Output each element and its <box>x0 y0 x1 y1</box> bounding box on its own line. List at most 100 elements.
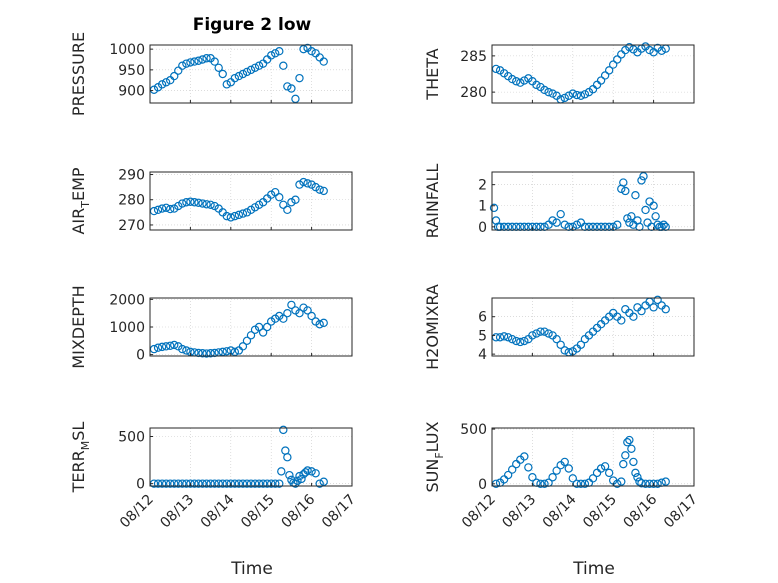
data-point <box>540 327 549 336</box>
data-point <box>230 347 240 357</box>
data-point <box>153 343 163 352</box>
data-point <box>307 311 316 321</box>
y-axis-label: SUNFLUX <box>423 421 446 492</box>
data-point <box>279 61 288 70</box>
data-point <box>222 211 231 221</box>
y-axis-label: H2OMIXRA <box>423 284 442 370</box>
data-point <box>234 479 244 488</box>
data-point <box>512 459 521 469</box>
data-point <box>520 336 529 346</box>
data-point <box>556 340 565 349</box>
data-point <box>619 459 628 469</box>
data-point <box>295 308 304 318</box>
data-point <box>528 331 537 340</box>
data-point <box>170 71 179 81</box>
data-point <box>576 479 586 489</box>
x-tick-label: 08/12 <box>459 492 499 532</box>
y-axis-label-main: THETA <box>423 48 442 100</box>
data-point <box>230 211 240 221</box>
y-tick-label: 500 <box>460 422 487 438</box>
data-point <box>637 306 646 316</box>
data-point <box>303 179 312 188</box>
data-point <box>170 479 179 488</box>
y-axis-label-subscript: F <box>433 452 446 458</box>
data-point <box>153 205 163 215</box>
data-point <box>657 46 666 56</box>
y-tick-label: 285 <box>460 49 487 65</box>
x-tick-label: 08/13 <box>157 492 197 532</box>
data-point <box>661 305 670 314</box>
data-point <box>279 314 288 323</box>
data-point <box>157 80 167 89</box>
y-axis-label: MIXDEPTH <box>69 285 88 368</box>
y-tick-label: 280 <box>118 193 145 209</box>
data-point <box>202 479 211 488</box>
data-point <box>629 312 638 321</box>
data-point <box>613 55 622 64</box>
data-point <box>548 89 557 98</box>
data-point <box>194 479 203 488</box>
data-point <box>536 479 545 489</box>
data-point <box>277 467 286 476</box>
x-tick-label: 08/13 <box>499 492 539 532</box>
y-tick-label: 950 <box>118 63 145 79</box>
y-axis-label-main: H2OMIXRA <box>423 284 442 370</box>
y-tick-label: 4 <box>478 347 487 363</box>
data-point <box>548 216 557 225</box>
data-point <box>564 91 573 100</box>
data-point <box>178 479 187 488</box>
y-axis-label-main: TERR <box>69 450 88 493</box>
y-tick-label: 280 <box>460 85 487 101</box>
data-point <box>198 55 207 64</box>
data-point <box>641 205 650 215</box>
data-point <box>242 336 252 346</box>
data-point <box>157 342 167 352</box>
data-point <box>161 479 171 488</box>
data-point <box>637 176 646 185</box>
data-point <box>659 220 668 229</box>
data-point <box>206 479 215 488</box>
data-point <box>508 465 517 474</box>
data-point <box>319 57 328 66</box>
data-point <box>271 49 280 58</box>
data-point <box>552 466 561 475</box>
data-point <box>503 333 513 342</box>
data-point <box>592 468 602 478</box>
data-point <box>580 479 590 489</box>
data-point <box>315 185 324 194</box>
y-axis-label-main: RAINFALL <box>423 164 442 239</box>
data-point <box>182 59 191 68</box>
y-tick-label: 0 <box>136 348 145 364</box>
data-point <box>311 469 320 478</box>
y-axis-label-subscript: M <box>79 441 92 451</box>
data-point <box>218 347 227 357</box>
data-point <box>576 91 586 100</box>
subplot-1: 900 950 1000 PRESSURE <box>69 32 353 116</box>
data-point <box>285 470 294 480</box>
data-point <box>295 73 304 83</box>
data-point <box>161 342 171 351</box>
data-point <box>508 334 517 344</box>
data-point <box>218 69 227 79</box>
data-point <box>198 199 207 208</box>
y-tick-label: 290 <box>118 168 145 184</box>
data-point <box>178 344 187 354</box>
y-tick-label: 1000 <box>109 320 145 336</box>
y-axis-label: TERRMSL <box>69 422 92 494</box>
y-axis-label: THETA <box>423 48 442 100</box>
data-point <box>627 212 636 221</box>
data-point <box>238 342 248 351</box>
data-point <box>246 479 256 488</box>
data-point <box>194 198 203 207</box>
data-point <box>617 316 626 325</box>
data-point <box>609 60 618 69</box>
data-point <box>532 329 541 338</box>
data-point <box>503 470 513 480</box>
data-point <box>301 468 310 477</box>
data-point <box>182 346 191 355</box>
data-point <box>596 76 606 85</box>
y-tick-label: 6 <box>478 310 487 326</box>
data-point <box>319 477 328 486</box>
data-point <box>202 54 211 63</box>
data-point <box>157 204 167 213</box>
